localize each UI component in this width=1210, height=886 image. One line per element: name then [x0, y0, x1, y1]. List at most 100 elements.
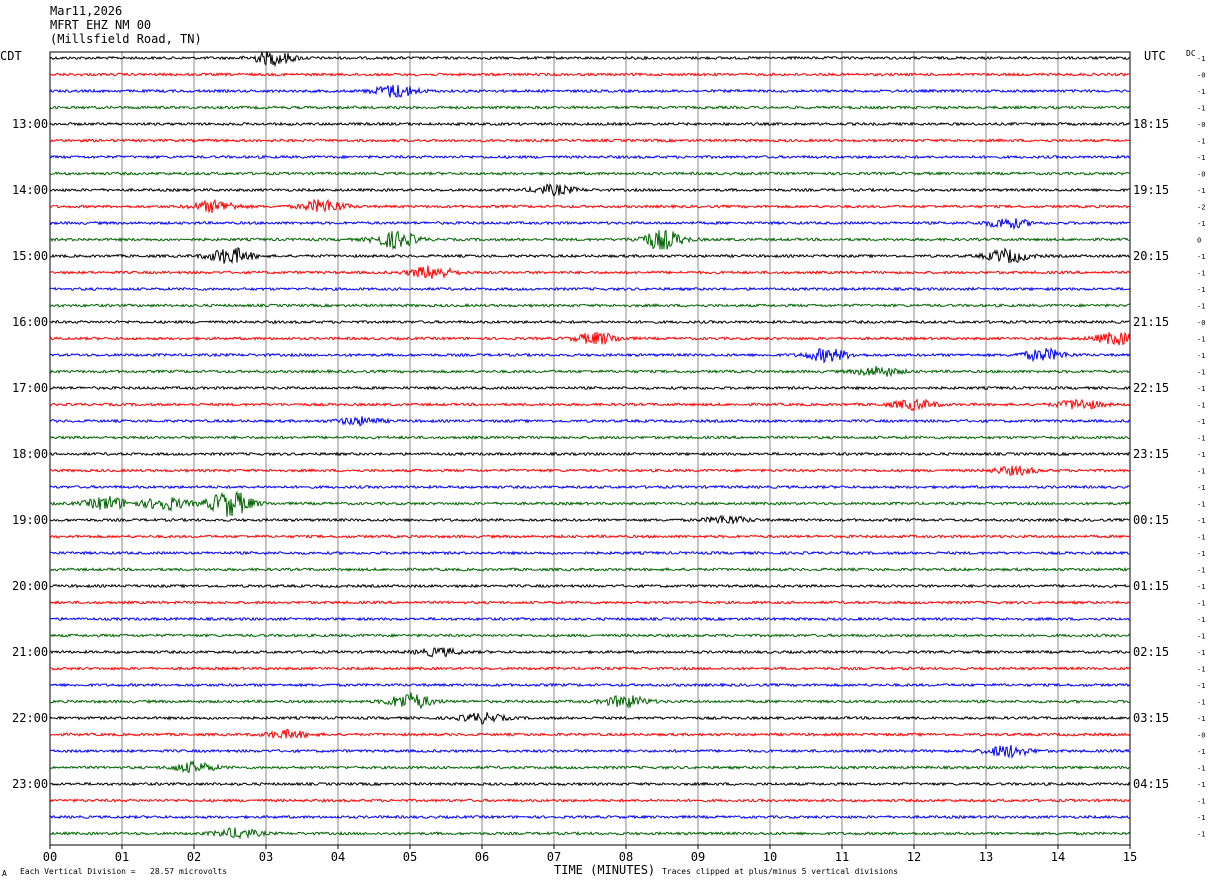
- dc-offset-label: -1: [1197, 831, 1205, 839]
- dc-offset-label: -1: [1197, 154, 1205, 162]
- trace-line: [49, 319, 1131, 325]
- trace-line: [49, 490, 1131, 517]
- trace-line: [49, 198, 1131, 214]
- dc-offset-label: -1: [1197, 303, 1205, 311]
- dc-offset-label: -1: [1197, 435, 1205, 443]
- right-hour-label: 04:15: [1133, 777, 1169, 791]
- left-hour-label: 20:00: [12, 579, 48, 593]
- dc-offset-label: -1: [1197, 484, 1205, 492]
- dc-offset-label: -1: [1197, 583, 1205, 591]
- trace-line: [49, 265, 1131, 280]
- trace-line: [50, 514, 1131, 524]
- x-tick-label: 15: [1123, 850, 1137, 864]
- dc-offset-label: -1: [1197, 814, 1205, 822]
- trace-line: [49, 464, 1131, 477]
- trace-line: [49, 827, 1131, 840]
- trace-line: [49, 814, 1131, 820]
- left-hour-label: 23:00: [12, 777, 48, 791]
- right-hour-label: 18:15: [1133, 117, 1169, 131]
- trace-line: [49, 728, 1131, 740]
- trace-line: [49, 583, 1131, 589]
- dc-offset-label: -1: [1197, 55, 1205, 63]
- x-tick-label: 07: [547, 850, 561, 864]
- trace-line: [49, 397, 1131, 413]
- dc-offset-label: -1: [1197, 385, 1205, 393]
- dc-offset-label: -0: [1197, 732, 1205, 740]
- clip-note: Traces clipped at plus/minus 5 vertical …: [662, 867, 899, 876]
- dc-offset-label: -1: [1197, 369, 1205, 377]
- dc-offset-label: -1: [1197, 649, 1205, 657]
- dc-offset-label: 0: [1197, 237, 1201, 245]
- left-hour-label: 18:00: [12, 447, 48, 461]
- trace-line: [49, 347, 1131, 364]
- x-tick-label: 03: [259, 850, 273, 864]
- trace-line: [49, 138, 1131, 143]
- right-hour-label: 19:15: [1133, 183, 1169, 197]
- x-tick-label: 10: [763, 850, 777, 864]
- trace-line: [49, 600, 1131, 605]
- trace-line: [49, 286, 1131, 292]
- dc-offset-label: -1: [1197, 567, 1205, 575]
- left-hour-label: 15:00: [12, 249, 48, 263]
- dc-offset-label: -1: [1197, 534, 1205, 542]
- dc-offset-label: -1: [1197, 468, 1205, 476]
- dc-offset-label: -1: [1197, 699, 1205, 707]
- dc-offset-label: -0: [1197, 72, 1205, 80]
- trace-line: [49, 365, 1131, 378]
- left-hour-label: 22:00: [12, 711, 48, 725]
- trace-line: [49, 665, 1131, 671]
- dc-offset-label: -1: [1197, 616, 1205, 624]
- x-tick-label: 12: [907, 850, 921, 864]
- dc-offset-label: -2: [1197, 204, 1205, 212]
- x-tick-label: 14: [1051, 850, 1065, 864]
- dc-offset-label: -1: [1197, 187, 1205, 195]
- trace-line: [49, 632, 1131, 639]
- trace-line: [49, 331, 1131, 346]
- dc-offset-label: -1: [1197, 105, 1205, 113]
- trace-line: [49, 484, 1131, 490]
- x-tick-label: 13: [979, 850, 993, 864]
- left-timezone-label: CDT: [0, 49, 22, 63]
- dc-offset-label: -1: [1197, 352, 1205, 360]
- trace-line: [49, 50, 1131, 68]
- left-hour-label: 16:00: [12, 315, 48, 329]
- trace-line: [49, 682, 1131, 688]
- trace-line: [49, 154, 1131, 160]
- dc-offset-label: -1: [1197, 138, 1205, 146]
- right-hour-label: 22:15: [1133, 381, 1169, 395]
- right-hour-label: 00:15: [1133, 513, 1169, 527]
- left-hour-label: 13:00: [12, 117, 48, 131]
- plot-frame: [49, 51, 1131, 846]
- dc-offset-label: -1: [1197, 682, 1205, 690]
- dc-offset-label: -1: [1197, 798, 1205, 806]
- dc-offset-label: -1: [1197, 550, 1205, 558]
- trace-line: [49, 550, 1130, 556]
- left-hour-label: 14:00: [12, 183, 48, 197]
- trace-line: [49, 170, 1131, 177]
- left-hour-label: 19:00: [12, 513, 48, 527]
- dc-offset-label: -0: [1197, 171, 1205, 179]
- dc-offset-label: -1: [1197, 451, 1205, 459]
- trace-line: [49, 692, 1131, 710]
- dc-offset-label: -1: [1197, 666, 1205, 674]
- dc-offset-label: -1: [1197, 220, 1205, 228]
- station-code: MFRT EHZ NM 00: [50, 18, 152, 32]
- dc-offset-label: -1: [1197, 286, 1205, 294]
- dc-offset-label: -1: [1197, 715, 1205, 723]
- dc-offset-label: -1: [1197, 781, 1205, 789]
- trace-line: [49, 566, 1131, 573]
- x-tick-label: 02: [187, 850, 201, 864]
- trace-line: [49, 616, 1131, 622]
- dc-offset-label: -1: [1197, 748, 1205, 756]
- right-hour-label: 03:15: [1133, 711, 1169, 725]
- x-axis-title: TIME (MINUTES): [554, 863, 656, 877]
- trace-line: [49, 217, 1131, 231]
- x-tick-label: 00: [43, 850, 57, 864]
- trace-line: [49, 416, 1131, 427]
- dc-offset-label: -1: [1197, 517, 1205, 525]
- x-tick-label: 05: [403, 850, 417, 864]
- left-hour-label: 17:00: [12, 381, 48, 395]
- x-tick-label: 01: [115, 850, 129, 864]
- x-tick-label: 11: [835, 850, 849, 864]
